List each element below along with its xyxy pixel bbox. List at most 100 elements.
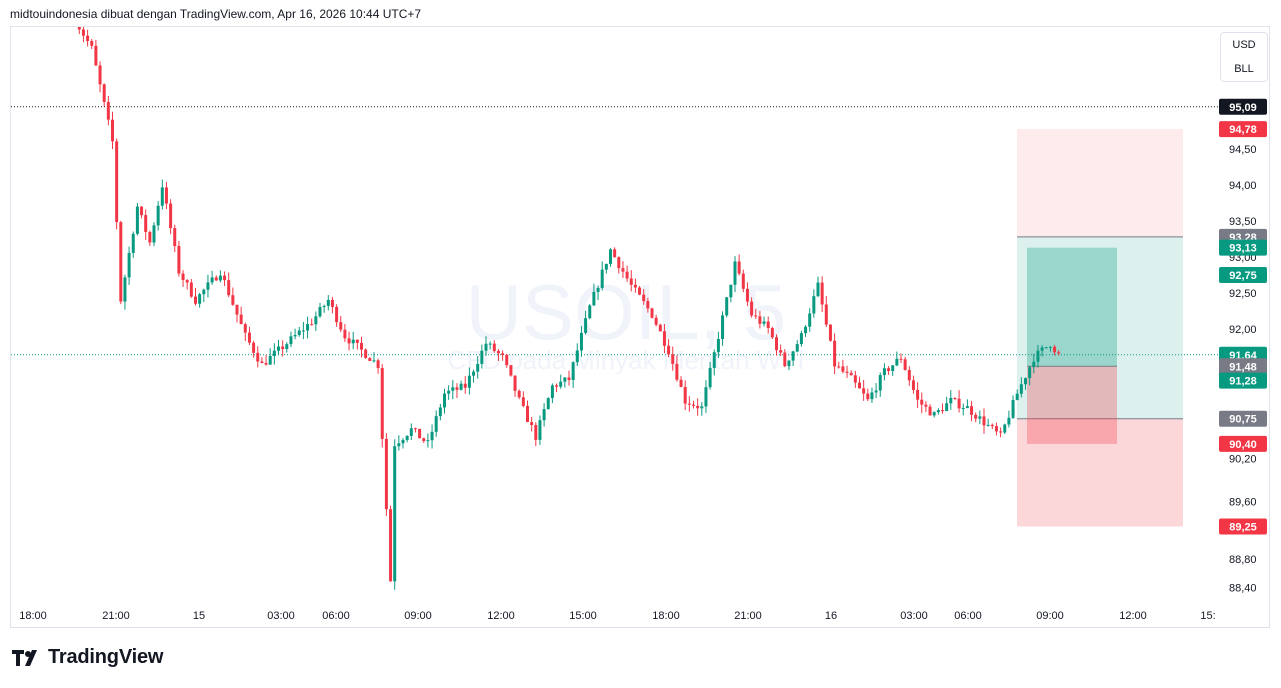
- candle-body: [779, 350, 783, 353]
- candle-body: [438, 407, 442, 417]
- candle-body: [642, 294, 646, 302]
- currency-button[interactable]: USD: [1221, 33, 1267, 57]
- candle-body: [443, 393, 446, 408]
- candle-body: [621, 268, 625, 272]
- candle-body: [1048, 346, 1052, 348]
- candle-body: [808, 313, 812, 327]
- candle-body: [413, 428, 417, 430]
- candle-body: [106, 101, 110, 120]
- candle-body: [252, 342, 256, 353]
- x-tick-label: 15:: [1200, 610, 1215, 622]
- candle-body: [115, 141, 119, 223]
- candle-body: [372, 360, 376, 362]
- candle-body: [604, 263, 608, 270]
- candle-body: [708, 367, 712, 388]
- price-label-text: 94,78: [1229, 124, 1257, 136]
- candle-body: [804, 326, 808, 334]
- candle-body: [152, 225, 156, 243]
- candle-body: [542, 409, 546, 421]
- candle-body: [820, 282, 824, 305]
- candle-body: [546, 398, 550, 410]
- candle-body: [550, 385, 554, 399]
- candle-body: [692, 404, 695, 406]
- candle-body: [775, 337, 778, 351]
- price-label-text: 91,48: [1229, 361, 1257, 373]
- x-tick-label: 16: [825, 610, 837, 622]
- outer-stop-zone: [1017, 129, 1183, 237]
- candle-body: [858, 382, 861, 389]
- candle-body: [322, 305, 326, 308]
- candle-body: [343, 329, 347, 339]
- candle-body: [202, 289, 206, 295]
- candle-body: [853, 375, 857, 383]
- candle-body: [81, 29, 85, 36]
- candle-body: [1003, 424, 1007, 433]
- candle-body: [596, 287, 600, 292]
- candle-body: [588, 305, 592, 319]
- candle-body: [741, 273, 745, 289]
- candle-body: [144, 215, 148, 232]
- candle-body: [849, 372, 853, 376]
- candle-body: [600, 269, 604, 288]
- candle-body: [247, 332, 251, 343]
- candle-body: [654, 317, 658, 325]
- y-tick-label: 88,40: [1229, 583, 1257, 595]
- y-tick-label: 94,00: [1229, 180, 1257, 192]
- candle-body: [1036, 350, 1040, 362]
- candle-body: [629, 278, 633, 285]
- x-tick-label: 18:00: [19, 610, 47, 622]
- candle-body: [111, 119, 114, 142]
- candle-body: [787, 360, 791, 367]
- price-label-text: 90,75: [1229, 414, 1257, 426]
- candle-body: [559, 381, 563, 387]
- tradingview-brand[interactable]: TradingView: [12, 646, 163, 669]
- candle-body: [260, 361, 264, 363]
- candle-body: [870, 392, 874, 400]
- candle-body: [1007, 417, 1011, 425]
- candle-body: [281, 346, 285, 350]
- x-tick-label: 09:00: [404, 610, 432, 622]
- candle-body: [1057, 352, 1061, 354]
- candle-body: [169, 203, 173, 229]
- candle-body: [355, 339, 359, 343]
- candle-body: [882, 368, 886, 376]
- candle-body: [484, 343, 488, 351]
- candle-body: [712, 352, 716, 368]
- candle-body: [447, 390, 451, 394]
- candle-body: [430, 431, 434, 441]
- candle-body: [716, 338, 720, 353]
- candle-body: [94, 45, 98, 66]
- candle-body: [409, 428, 413, 436]
- candle-body: [891, 365, 895, 372]
- y-tick-label: 94,50: [1229, 144, 1257, 156]
- candle-body: [916, 389, 920, 400]
- candle-body: [721, 315, 725, 339]
- candle-body: [737, 261, 741, 274]
- candle-body: [994, 426, 998, 432]
- candle-body: [102, 84, 106, 102]
- candle-body: [119, 222, 123, 302]
- candle-body: [418, 428, 422, 439]
- candle-body: [841, 366, 845, 372]
- watermark-symbol: USOIL, 5: [466, 268, 787, 356]
- unit-button[interactable]: BLL: [1221, 57, 1267, 81]
- chart-frame[interactable]: USOIL, 5 CFD pada Minyak Mentah WTI 94,50 9…: [10, 26, 1270, 628]
- inner-profit-zone: [1027, 247, 1117, 367]
- candle-body: [314, 316, 318, 325]
- price-label-text: 95,09: [1229, 102, 1257, 114]
- candle-body: [164, 187, 168, 204]
- candle-body: [397, 443, 401, 447]
- candle-body: [961, 408, 965, 410]
- candle-body: [633, 284, 637, 288]
- candle-body: [658, 324, 662, 332]
- candle-body: [579, 332, 583, 351]
- candle-body: [974, 414, 978, 419]
- unit-selector: USD BLL: [1220, 32, 1268, 82]
- candle-body: [999, 431, 1003, 433]
- candle-body: [1011, 400, 1015, 418]
- x-tick-label: 09:00: [1036, 610, 1064, 622]
- candle-body: [459, 383, 463, 390]
- candle-body: [758, 316, 762, 324]
- candle-body: [945, 403, 949, 412]
